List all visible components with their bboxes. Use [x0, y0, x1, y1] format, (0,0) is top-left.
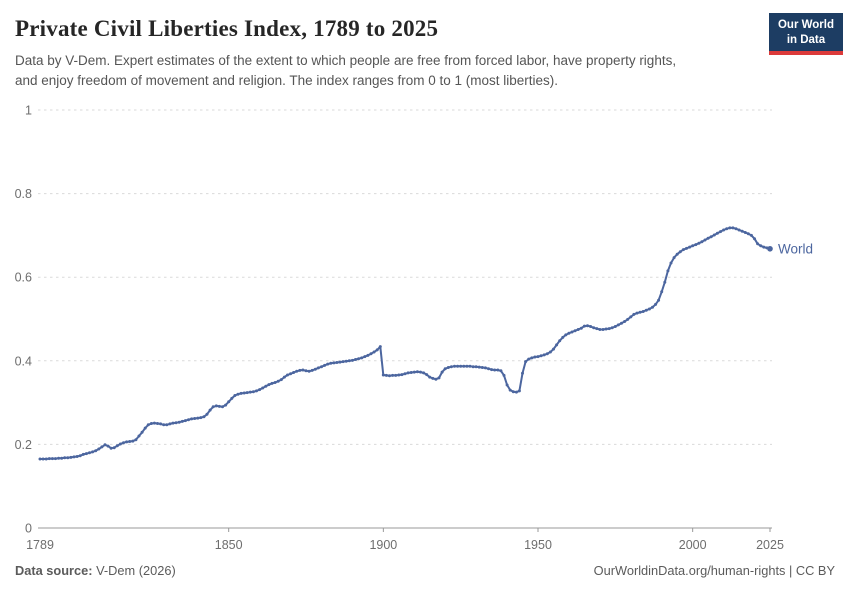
chart-header: Private Civil Liberties Index, 1789 to 2… — [0, 0, 850, 91]
data-source-value: V-Dem (2026) — [92, 563, 176, 578]
subtitle-line-2: and enjoy freedom of movement and religi… — [15, 73, 559, 88]
x-tick-label: 2025 — [756, 538, 784, 552]
x-tick-label: 1850 — [215, 538, 243, 552]
data-source-label: Data source: — [15, 563, 93, 578]
x-tick-label: 1950 — [524, 538, 552, 552]
owid-credit-link[interactable]: OurWorldinData.org/human-rights | CC BY — [593, 563, 835, 578]
series-label-world: World — [778, 241, 813, 256]
y-tick-label: 0.8 — [15, 187, 32, 201]
owid-logo[interactable]: Our World in Data — [768, 13, 843, 55]
chart-subtitle: Data by V-Dem. Expert estimates of the e… — [15, 51, 835, 90]
x-tick-label: 1900 — [369, 538, 397, 552]
page-title: Private Civil Liberties Index, 1789 to 2… — [15, 16, 439, 41]
y-tick-label: 0.6 — [15, 271, 32, 285]
series-end-dot — [767, 245, 773, 252]
world-series-points — [38, 226, 772, 461]
y-tick-label: 0 — [25, 522, 32, 536]
y-tick-label: 0.2 — [15, 438, 32, 452]
data-source-note: Data source: V-Dem (2026) — [15, 563, 176, 578]
y-tick-label: 0.4 — [15, 354, 32, 368]
y-tick-label: 1 — [25, 104, 32, 118]
owid-logo-line-2: in Data — [786, 33, 826, 46]
x-tick-label: 2000 — [679, 538, 707, 552]
owid-logo-line-1: Our World — [777, 19, 834, 31]
x-tick-label: 1789 — [26, 538, 54, 552]
chart-footer: Data source: V-Dem (2026) OurWorldinData… — [15, 563, 835, 578]
subtitle-line-1: Data by V-Dem. Expert estimates of the e… — [15, 53, 677, 69]
